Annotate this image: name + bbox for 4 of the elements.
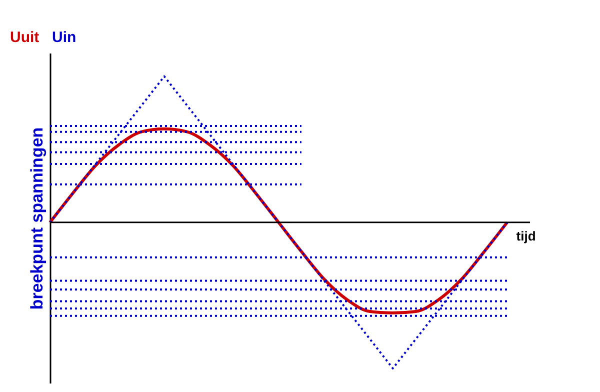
y-axis-title: breekpunt spanningen bbox=[28, 127, 46, 310]
text: Uuit bbox=[10, 29, 40, 46]
x-axis-title: tijd bbox=[516, 228, 536, 244]
text: Uin bbox=[52, 29, 76, 46]
